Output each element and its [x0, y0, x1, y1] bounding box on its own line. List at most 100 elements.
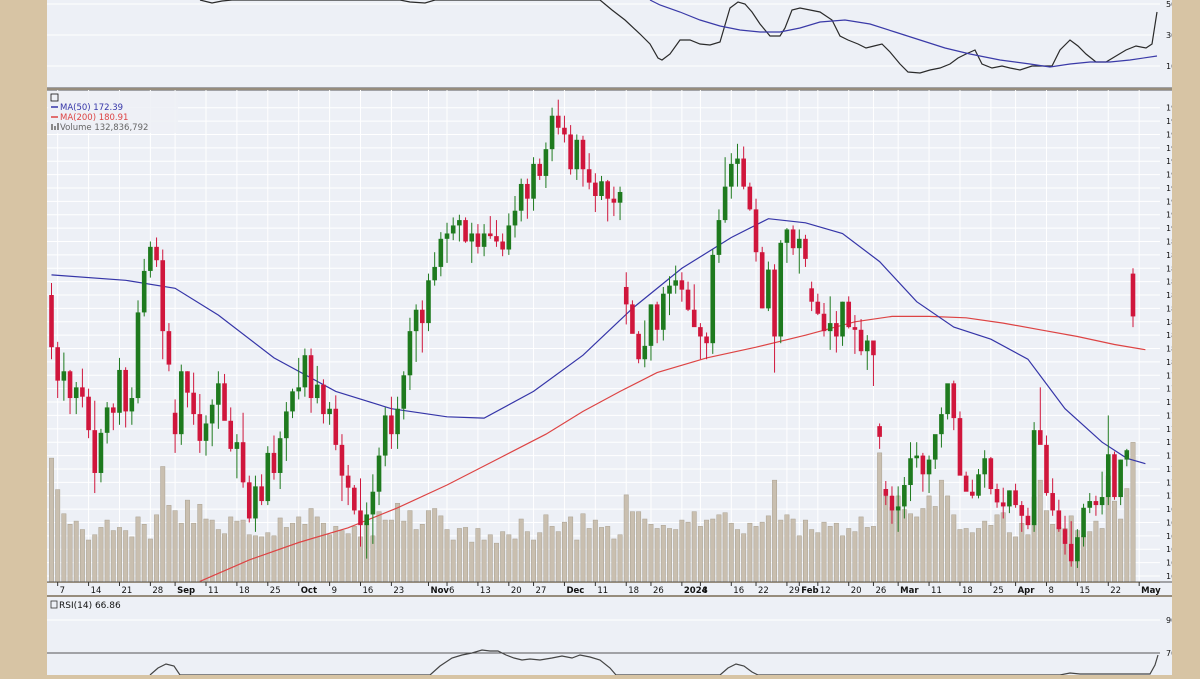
volume-bar: [549, 526, 555, 583]
volume-bar: [778, 519, 784, 583]
candle-body: [1130, 273, 1136, 317]
candle-body: [673, 280, 678, 286]
candle-body: [611, 198, 617, 203]
volume-bar: [951, 514, 957, 583]
candle-body: [1019, 505, 1025, 516]
candle-body: [80, 387, 85, 397]
volume-bar: [117, 527, 122, 583]
top-panel-grid: [47, 3, 1160, 67]
candle-body: [580, 139, 586, 170]
candle-body: [945, 383, 950, 415]
volume-bar: [246, 534, 252, 583]
volume-bar: [197, 504, 203, 583]
volume-bar: [840, 535, 845, 583]
candle-body: [1068, 543, 1074, 562]
volume-bar: [555, 531, 561, 583]
volume-bar: [444, 529, 450, 583]
volume-bar: [265, 532, 271, 583]
legend-volume-swatch: [51, 123, 59, 130]
date-tick-label: 18: [628, 586, 639, 596]
candle-body: [636, 333, 641, 360]
candle-body: [67, 371, 73, 399]
date-tick-label: 22: [758, 586, 769, 596]
top-panel-background: [47, 0, 1160, 88]
candle-body: [735, 158, 740, 164]
candle-body: [858, 329, 864, 352]
volume-bar: [1019, 522, 1025, 583]
left-frame-border: [0, 0, 47, 675]
volume-bar: [870, 526, 876, 583]
date-tick-label: Apr: [1018, 586, 1036, 596]
rsi-panel-axis-strip: [1160, 597, 1172, 675]
candle-body: [914, 455, 919, 459]
candle-body: [191, 392, 196, 415]
volume-bar: [747, 522, 753, 583]
candle-body: [642, 345, 648, 360]
candle-body: [395, 408, 400, 435]
candle-body: [679, 280, 685, 290]
volume-bar: [401, 520, 407, 583]
candle-body: [957, 418, 963, 476]
volume-bar: [994, 514, 1000, 583]
date-tick-label: 20: [511, 586, 522, 596]
volume-bar: [290, 522, 295, 583]
candle-body: [413, 309, 419, 332]
volume-bar: [73, 520, 79, 583]
date-tick-label: 22: [1110, 586, 1121, 596]
volume-bar: [1112, 500, 1117, 583]
date-axis-background: [47, 583, 1160, 595]
date-tick-label: 11: [208, 586, 219, 596]
volume-bar: [790, 518, 796, 583]
volume-bar: [1013, 536, 1019, 583]
candle-body: [197, 414, 203, 441]
date-tick-label: 11: [597, 586, 608, 596]
volume-bar: [586, 528, 592, 583]
candle-body: [1056, 510, 1062, 530]
candle-body: [920, 455, 926, 475]
rsi-legend-text: RSI(14) 66.86: [59, 601, 121, 611]
volume-bar: [1050, 524, 1056, 583]
candle-body: [512, 210, 518, 226]
candle-body: [123, 369, 128, 412]
volume-bar: [864, 527, 870, 583]
candle-body: [216, 383, 221, 405]
volume-bar: [339, 530, 345, 583]
candle-body: [160, 260, 166, 332]
volume-bar: [104, 519, 110, 583]
volume-bar: [172, 510, 178, 583]
volume-bar: [883, 495, 889, 583]
volume-bar: [969, 532, 975, 583]
volume-bar: [654, 528, 660, 583]
volume-bar: [636, 511, 642, 583]
candle-body: [623, 286, 629, 305]
candle-body: [61, 371, 67, 381]
candle-body: [667, 285, 672, 294]
date-tick-label: 16: [733, 586, 744, 596]
volume-bar: [191, 522, 197, 583]
candle-body: [302, 355, 308, 388]
candle-body: [586, 169, 592, 183]
candle-body: [895, 506, 901, 511]
candle-body: [1013, 490, 1018, 506]
candle-body: [246, 482, 252, 519]
date-tick-label: 26: [875, 586, 886, 596]
volume-bar: [803, 519, 808, 583]
candle-body: [976, 474, 981, 496]
candle-body: [951, 383, 957, 419]
volume-bar: [722, 512, 728, 583]
date-tick-label: Sep: [177, 586, 195, 596]
volume-bar: [271, 535, 277, 583]
volume-bar: [110, 530, 116, 583]
date-tick-label: 20: [851, 586, 862, 596]
volume-bar: [914, 516, 920, 583]
volume-bar: [988, 525, 994, 583]
candle-body: [729, 163, 734, 187]
candle-body: [104, 407, 110, 433]
volume-bar: [432, 508, 438, 583]
date-tick-label: 14: [91, 586, 102, 596]
candle-body: [834, 323, 839, 337]
candle-body: [284, 411, 289, 439]
volume-bar: [147, 538, 153, 583]
volume-bar: [1093, 520, 1099, 583]
